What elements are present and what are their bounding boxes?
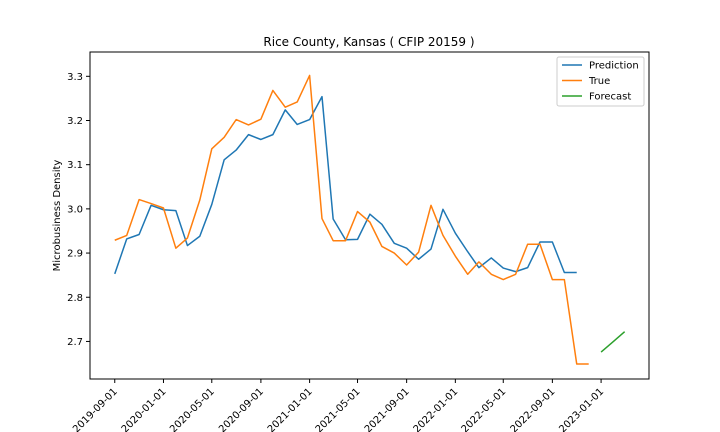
series-line-true xyxy=(114,74,589,365)
plot-area xyxy=(89,51,650,380)
legend-label-prediction: Prediction xyxy=(589,61,639,72)
y-tick-label: 2.7 xyxy=(67,337,83,348)
y-tick-label: 3.3 xyxy=(67,72,83,83)
y-tick-label: 3.2 xyxy=(67,116,83,127)
y-tick-label: 3.0 xyxy=(67,204,83,215)
legend-label-forecast: Forecast xyxy=(589,92,631,103)
y-tick-label: 2.8 xyxy=(67,293,83,304)
legend: Prediction True Forecast xyxy=(556,56,645,107)
series-layer xyxy=(114,74,626,365)
legend-label-true: True xyxy=(588,76,610,87)
y-axis: 2.7 2.8 2.9 3.0 3.1 3.2 3.3 xyxy=(67,72,90,348)
series-line-forecast xyxy=(600,331,626,353)
y-axis-label: Microbusiness Density xyxy=(52,160,63,272)
chart-title: Rice County, Kansas ( CFIP 20159 ) xyxy=(263,35,474,49)
legend-box xyxy=(556,56,645,107)
y-tick-label: 2.9 xyxy=(67,249,83,260)
plot-frame xyxy=(89,51,650,380)
y-tick-label: 3.1 xyxy=(67,160,83,171)
